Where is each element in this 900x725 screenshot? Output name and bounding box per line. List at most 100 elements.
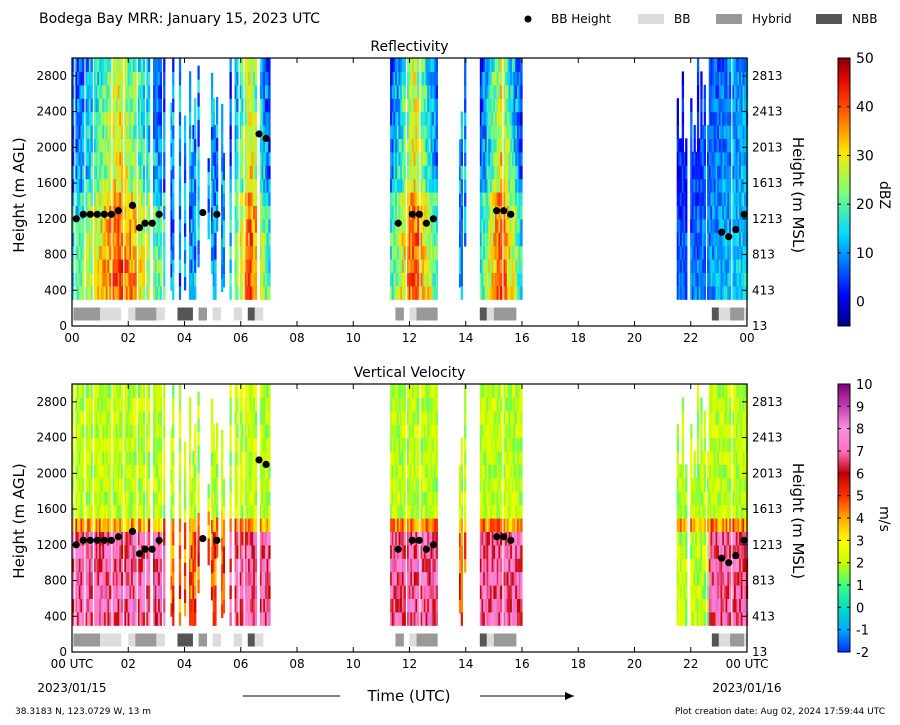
radar-cell [433,205,437,220]
radar-cell [698,178,701,193]
radar-cell [172,424,175,439]
radar-cell [406,598,410,613]
radar-cell [156,84,159,99]
radar-cell [493,259,496,273]
radar-cell [406,84,410,99]
radar-cell [484,245,488,260]
radar-cell [420,437,423,452]
radar-cell [484,611,488,626]
radar-cell [251,111,254,126]
radar-cell [214,518,217,532]
radar-cell [432,232,435,247]
radar-cell [248,437,251,452]
radar-cell [119,544,122,559]
radar-cell [680,232,683,247]
radar-cell [408,464,411,479]
radar-cell [115,424,119,439]
radar-cell [170,562,173,577]
radar-cell [90,544,93,559]
radar-cell [119,58,122,72]
radar-cell [104,245,107,260]
radar-cell [491,71,494,86]
radar-cell [119,518,122,532]
radar-cell [88,232,92,247]
radar-cell [698,165,701,180]
radar-cell [114,437,117,452]
radar-cell [139,71,142,86]
radar-cell [72,98,75,113]
radar-cell [744,218,747,233]
radar-cell [77,178,80,193]
radar-cell [129,245,132,260]
radar-cell [146,571,149,586]
radar-cell [403,504,406,519]
radar-cell [412,518,415,532]
radar-cell [99,410,102,425]
radar-cell [264,125,268,139]
radar-cell [710,205,713,220]
radar-cell [194,245,197,260]
classification-segment [711,307,719,321]
radar-cell [114,571,117,586]
radar-cell [484,84,488,99]
radar-cell [493,58,496,72]
radar-cell [137,232,141,247]
radar-cell [97,437,100,452]
radar-cell [246,151,249,166]
radar-cell [117,245,120,260]
radar-cell [678,192,681,206]
radar-cell [114,165,117,180]
radar-cell [515,259,518,273]
radar-cell [259,259,263,273]
radar-cell [268,71,271,86]
radar-cell [229,384,232,398]
radar-cell [406,192,410,206]
radar-cell [493,272,496,287]
radar-cell [496,84,499,99]
radar-cell [221,130,224,145]
radar-cell [732,245,735,260]
radar-cell [423,491,427,506]
radar-cell [427,259,430,273]
radar-cell [254,259,258,273]
radar-cell [413,585,417,599]
radar-cell [141,178,144,193]
radar-cell [427,205,430,220]
radar-cell [131,138,134,153]
radar-cell [194,218,197,233]
radar-cell [119,571,122,586]
radar-cell [427,178,430,193]
radar-cell [99,518,102,532]
radar-cell [493,98,496,113]
radar-cell [506,138,510,153]
radar-cell [259,71,263,86]
radar-cell [413,477,417,492]
radar-cell [158,464,161,479]
radar-cell [413,424,417,439]
radar-cell [159,58,163,72]
radar-cell [119,397,122,412]
radar-cell [520,151,523,166]
radar-cell [131,58,134,72]
radar-cell [115,571,119,586]
radar-cell [735,111,739,126]
radar-cell [725,285,728,300]
radar-cell [489,111,493,126]
radar-cell [192,151,195,166]
radar-cell [268,205,271,220]
radar-cell [391,245,395,260]
radar-cell [190,585,193,599]
radar-cell [85,384,88,398]
radar-cell [139,585,142,599]
radar-cell [124,151,127,166]
radar-cell [119,384,122,398]
radar-cell [460,464,463,479]
radar-cell [183,236,187,251]
radar-cell [435,464,438,479]
radar-cell [88,491,92,506]
radar-cell [85,424,88,439]
radar-cell [515,232,518,247]
radar-cell [104,504,107,519]
radar-cell [126,285,129,300]
radar-cell [249,285,253,300]
